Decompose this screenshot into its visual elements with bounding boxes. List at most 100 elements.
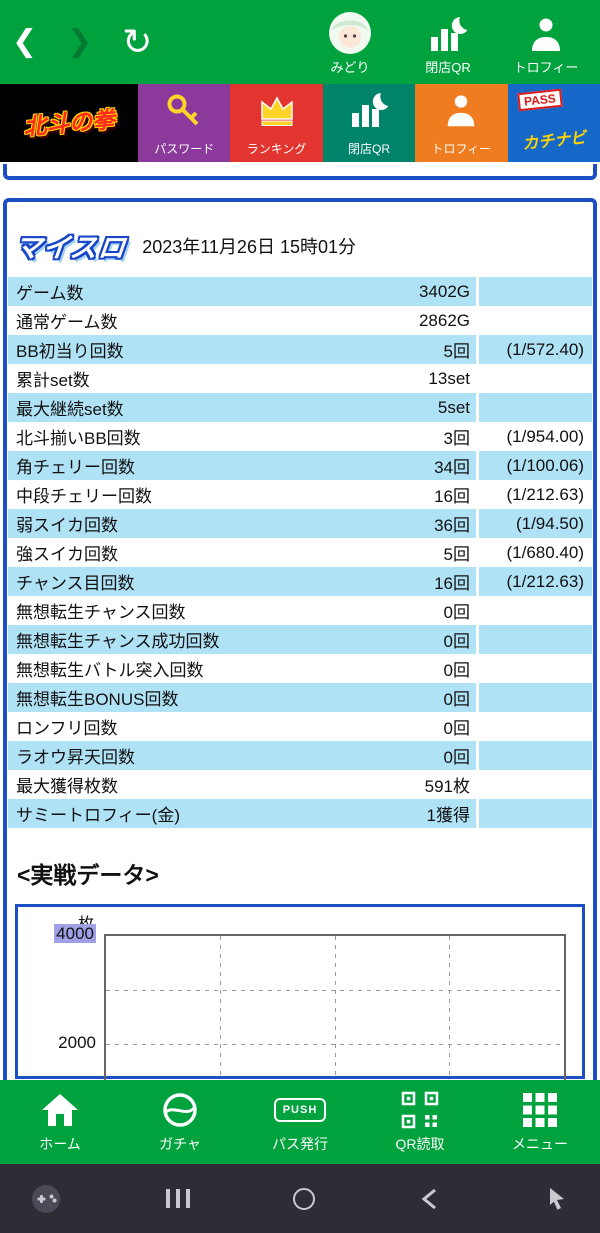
section-heading: <実戦データ>: [17, 862, 159, 888]
table-row: サミートロフィー(金) 1獲得: [8, 799, 592, 828]
row-ratio: (1/100.06): [476, 451, 592, 480]
row-label: ロンフリ回数: [16, 719, 118, 738]
table-row: BB初当り回数 5回 (1/572.40): [8, 335, 592, 364]
row-value: 0回: [443, 603, 470, 622]
system-navigation-bar: [0, 1164, 600, 1233]
system-back-button[interactable]: [419, 1187, 441, 1211]
row-value: 0回: [443, 690, 470, 709]
header-item-trophy[interactable]: トロフィー: [504, 9, 588, 76]
row-value: 5回: [443, 545, 470, 564]
row-label: サミートロフィー(金): [16, 806, 180, 825]
tile-password[interactable]: パスワード: [138, 84, 231, 162]
row-ratio: (1/680.40): [476, 538, 592, 567]
table-row: 強スイカ回数 5回 (1/680.40): [8, 538, 592, 567]
recent-apps-button[interactable]: [165, 1189, 190, 1208]
home-button[interactable]: [293, 1187, 315, 1210]
header-item-closing-qr[interactable]: 閉店QR: [406, 9, 490, 76]
tile-label: カチナビ: [521, 129, 587, 154]
midori-avatar-icon: [328, 9, 372, 55]
row-label: ゲーム数: [16, 284, 84, 303]
game-tools-icon[interactable]: [30, 1183, 62, 1215]
table-row: 無想転生バトル突入回数 0回: [8, 654, 592, 683]
row-value: 16回: [434, 574, 470, 593]
nav-label: ホーム: [39, 1136, 81, 1152]
table-row: 最大獲得枚数 591枚: [8, 770, 592, 799]
closing-qr-chart-icon: [348, 84, 390, 138]
nav-gacha[interactable]: ガチャ: [120, 1080, 240, 1164]
row-value: 0回: [443, 661, 470, 680]
table-row: 最大継続set数 5set: [8, 393, 592, 422]
content-box: マイスロ 2023年11月26日 15時01分 ゲーム数 3402G 通常ゲーム数 2…: [3, 198, 597, 1123]
row-ratio: (1/212.63): [476, 567, 592, 596]
table-row: 通常ゲーム数 2862G: [8, 306, 592, 335]
tile-label: ランキング: [246, 142, 307, 156]
myslo-header: マイスロ 2023年11月26日 15時01分: [7, 202, 593, 277]
tile-closing-qr[interactable]: 閉店QR: [322, 84, 416, 162]
gacha-capsule-icon: [161, 1090, 199, 1130]
tile-hokuto-logo[interactable]: 北斗の拳: [0, 84, 138, 162]
forward-button[interactable]: ❯: [67, 25, 93, 58]
row-ratio: [476, 596, 592, 625]
nav-pass-issue[interactable]: PUSH パス発行: [240, 1080, 360, 1164]
myslo-table: ゲーム数 3402G 通常ゲーム数 2862G BB初当り回数 5回 (1/572.40) 累…: [8, 277, 592, 828]
table-row: 無想転生チャンス回数 0回: [8, 596, 592, 625]
row-ratio: (1/954.00): [476, 422, 592, 451]
tile-label: トロフィー: [431, 142, 492, 156]
tile-label: 閉店QR: [348, 142, 391, 156]
key-icon: [164, 84, 204, 138]
top-header: ❮ ❯ ↻ みどり: [0, 0, 600, 84]
home-icon: [40, 1090, 80, 1130]
table-row: 無想転生チャンス成功回数 0回: [8, 625, 592, 654]
pass-badge: PASS: [516, 88, 563, 112]
table-row: 角チェリー回数 34回 (1/100.06): [8, 451, 592, 480]
chart-ytick-2000: 2000: [58, 1033, 96, 1052]
row-label: 無想転生バトル突入回数: [16, 661, 204, 680]
row-label: 角チェリー回数: [16, 458, 135, 477]
refresh-button[interactable]: ↻: [122, 21, 153, 62]
crown-icon: [257, 84, 297, 138]
nav-label: QR読取: [395, 1136, 445, 1152]
nav-qr-read[interactable]: QR読取: [360, 1080, 480, 1164]
header-shortcuts: みどり 閉店QR トロフィー: [308, 9, 588, 76]
row-value: 13set: [428, 368, 470, 388]
table-row: 北斗揃いBB回数 3回 (1/954.00): [8, 422, 592, 451]
row-value: 0回: [443, 748, 470, 767]
trophy-person-icon: [526, 9, 566, 55]
row-ratio: [476, 654, 592, 683]
tile-label: パスワード: [154, 142, 215, 156]
row-value: 36回: [434, 516, 470, 535]
row-value: 5回: [443, 342, 470, 361]
tile-trophy[interactable]: トロフィー: [415, 84, 508, 162]
nav-label: ガチャ: [159, 1136, 201, 1152]
row-ratio: [476, 364, 592, 393]
tile-kachinavi[interactable]: PASS カチナビ: [507, 84, 600, 162]
table-row: ロンフリ回数 0回: [8, 712, 592, 741]
row-ratio: [476, 393, 592, 422]
nav-home[interactable]: ホーム: [0, 1080, 120, 1164]
row-value: 3402G: [418, 281, 470, 301]
row-value: 2862G: [418, 310, 470, 330]
push-button-icon: PUSH: [273, 1090, 327, 1130]
chart-ytick-4000: 4000: [54, 924, 96, 943]
qr-code-icon: [401, 1090, 439, 1130]
closing-qr-chart-icon: [427, 9, 469, 55]
tile-ranking[interactable]: ランキング: [230, 84, 323, 162]
myslo-datetime: 2023年11月26日 15時01分: [142, 236, 356, 257]
row-value: 16回: [434, 487, 470, 506]
tile-menu: 北斗の拳 パスワード ランキング: [0, 84, 600, 162]
table-row: チャンス目回数 16回 (1/212.63): [8, 567, 592, 596]
back-button[interactable]: ❮: [12, 25, 38, 58]
nav-menu[interactable]: メニュー: [480, 1080, 600, 1164]
row-ratio: [476, 799, 592, 828]
nav-label: パス発行: [272, 1136, 328, 1152]
bottom-nav: ホーム ガチャ PUSH パス発行: [0, 1080, 600, 1164]
menu-grid-icon: [522, 1090, 558, 1130]
nav-label: メニュー: [512, 1136, 568, 1152]
row-value: 1獲得: [426, 806, 470, 825]
chart-box: 枚 4000 2000: [15, 904, 585, 1082]
header-item-midori[interactable]: みどり: [308, 9, 392, 76]
row-ratio: [476, 712, 592, 741]
row-label: 最大継続set数: [16, 400, 124, 419]
header-item-label: みどり: [330, 59, 370, 75]
pointer-cursor-icon[interactable]: [544, 1186, 570, 1212]
